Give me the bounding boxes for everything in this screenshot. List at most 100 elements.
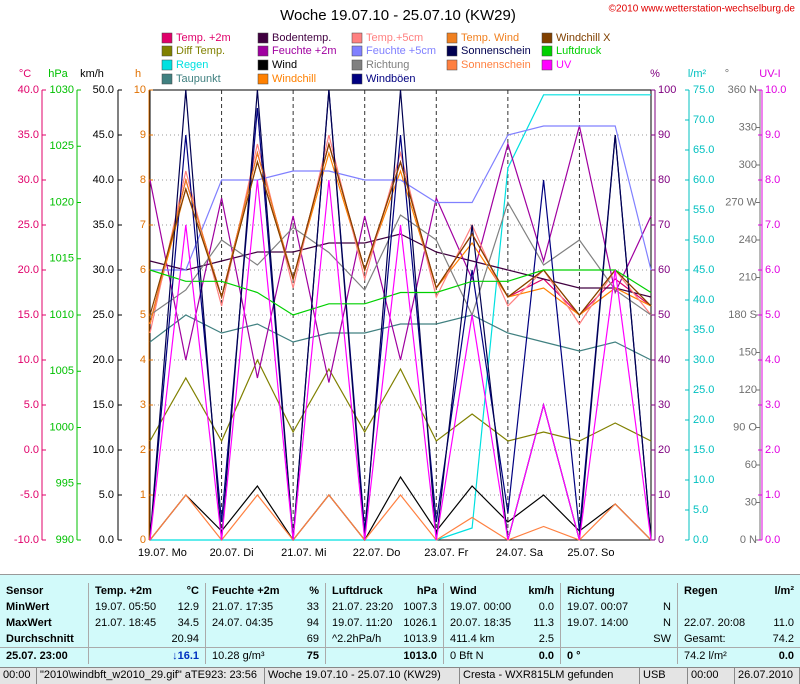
cell-text: 1026.1: [403, 617, 437, 629]
table-row: MaxWert 21.07. 18:45 34.5 24.07. 04:35 94 19.…: [0, 615, 800, 631]
axis-unit: °: [725, 68, 729, 80]
y-tick-label: 40.0: [693, 294, 714, 306]
series-line: [149, 179, 652, 541]
y-tick-label: 150: [739, 346, 757, 358]
chart-title: Woche 19.07.10 - 25.07.10 (KW29): [280, 7, 516, 24]
cell-text: 0.0: [538, 650, 554, 662]
y-tick-label: 0: [140, 534, 146, 546]
cell-text: °C: [186, 585, 199, 597]
series-line: [149, 125, 652, 383]
x-tick-label: 20.07. Di: [210, 547, 254, 559]
y-tick-label: 120: [739, 384, 757, 396]
y-tick-label: 75.0: [693, 84, 714, 96]
x-tick-label: 21.07. Mi: [281, 547, 326, 559]
y-tick-label: 45.0: [93, 129, 114, 141]
status-item: "2010\windbft_w2010_29.gif" aTE923: 23:5…: [37, 668, 265, 684]
y-tick-label: 25.0: [693, 384, 714, 396]
table-cell: 10.28 g/m³ 75: [205, 648, 325, 664]
y-tick-label: 100: [658, 84, 676, 96]
cell-text: 0 °: [567, 650, 581, 662]
legend-label: Richtung: [366, 59, 409, 71]
y-tick-label: 1025: [50, 140, 74, 152]
stats-table: Sensor Temp. +2m °C Feuchte +2m% Luftdruck hP…: [0, 574, 800, 667]
table-row: MinWert 19.07. 05:50 12.9 21.07. 17:35 33 21.…: [0, 599, 800, 615]
y-tick-label: 25.0: [18, 219, 39, 231]
y-tick-label: 35.0: [693, 324, 714, 336]
y-tick-label: 6.0: [765, 264, 780, 276]
y-tick-label: 55.0: [693, 204, 714, 216]
legend-swatch: [446, 45, 458, 57]
axis-unit: km/h: [80, 68, 104, 80]
table-cell: Luftdruck hPa: [325, 583, 443, 599]
y-tick-label: 180 S: [728, 309, 757, 321]
table-cell: 19.07. 11:20 1026.1: [325, 615, 443, 631]
y-tick-label: 30: [745, 496, 757, 508]
y-tick-label: 10.0: [18, 354, 39, 366]
table-row: Sensor Temp. +2m °C Feuchte +2m% Luftdruck hP…: [0, 583, 800, 599]
cell-text: 1007.3: [403, 601, 437, 613]
legend-swatch: [541, 59, 553, 71]
y-tick-label: 1020: [50, 196, 74, 208]
table-row: 25.07. 23:00 ↓16.1 10.28 g/m³ 75 1013.0 0 Bft…: [0, 647, 800, 664]
x-tick-label: 24.07. Sa: [496, 547, 544, 559]
table-cell: 24.07. 04:35 94: [205, 615, 325, 631]
sensor-label: MinWert: [6, 601, 50, 613]
table-cell: 21.07. 23:20 1007.3: [325, 599, 443, 615]
cell-text: 19.07. 00:07: [567, 601, 629, 613]
legend-label: Temp. +2m: [176, 32, 231, 44]
y-tick-label: -10.0: [14, 534, 39, 546]
legend-swatch: [541, 45, 553, 57]
legend-swatch: [351, 45, 363, 57]
x-tick-label: 19.07. Mo: [138, 547, 187, 559]
cell-text: 0.0: [778, 650, 794, 662]
cell-text: 33: [306, 601, 319, 613]
legend-swatch: [161, 45, 173, 57]
y-tick-label: -5.0: [20, 489, 39, 501]
legend-label: UV: [556, 59, 572, 71]
y-tick-label: 35.0: [18, 129, 39, 141]
cell-text: 20.94: [171, 633, 199, 645]
cell-text: Regen: [684, 585, 718, 597]
plot-area: [149, 89, 652, 541]
y-tick-label: 15.0: [693, 444, 714, 456]
cell-text: l/m²: [774, 585, 794, 597]
cell-text: 12.9: [177, 601, 199, 613]
y-tick-label: 0.0: [765, 534, 780, 546]
y-tick-label: 7: [140, 219, 146, 231]
legend-swatch: [446, 59, 458, 71]
legend-label: Windchill: [272, 73, 316, 85]
y-tick-label: 0.0: [693, 534, 708, 546]
y-tick-label: 20.0: [693, 414, 714, 426]
y-tick-label: 30: [658, 399, 670, 411]
cell-text: 21.07. 23:20: [332, 601, 394, 613]
y-tick-label: 8: [140, 174, 146, 186]
y-tick-label: 30.0: [93, 264, 114, 276]
y-tick-label: 0: [658, 534, 664, 546]
x-tick-label: 22.07. Do: [353, 547, 401, 559]
cell-text: N: [663, 617, 671, 629]
table-cell: 19.07. 05:50 12.9: [88, 599, 205, 615]
y-tick-label: 990: [56, 534, 74, 546]
y-tick-label: 0 N: [740, 534, 757, 546]
y-tick-label: 10: [134, 84, 146, 96]
axis-unit: UV-I: [759, 68, 780, 80]
y-tick-label: 40.0: [93, 174, 114, 186]
y-tick-label: 10.0: [693, 474, 714, 486]
cell-text: hPa: [416, 585, 437, 597]
cell-text: 69: [306, 633, 319, 645]
status-item: 00:00: [688, 668, 735, 684]
table-cell: 22.07. 20:08 11.0: [677, 615, 800, 631]
y-tick-label: 70.0: [693, 114, 714, 126]
table-row: Durchschnitt 20.94 69 ^2.2hPa/h 1013.9 411.4 …: [0, 631, 800, 647]
cell-text: 19.07. 14:00: [567, 617, 629, 629]
table-cell: ^2.2hPa/h 1013.9: [325, 631, 443, 647]
series-line: [149, 494, 652, 541]
y-tick-label: 60: [658, 264, 670, 276]
axis-unit: h: [135, 68, 141, 80]
table-cell: SW: [560, 631, 677, 647]
y-tick-label: 4: [140, 354, 146, 366]
y-tick-label: 1000: [50, 421, 74, 433]
axis-unit: %: [650, 68, 660, 80]
table-cell: 21.07. 18:45 34.5: [88, 615, 205, 631]
